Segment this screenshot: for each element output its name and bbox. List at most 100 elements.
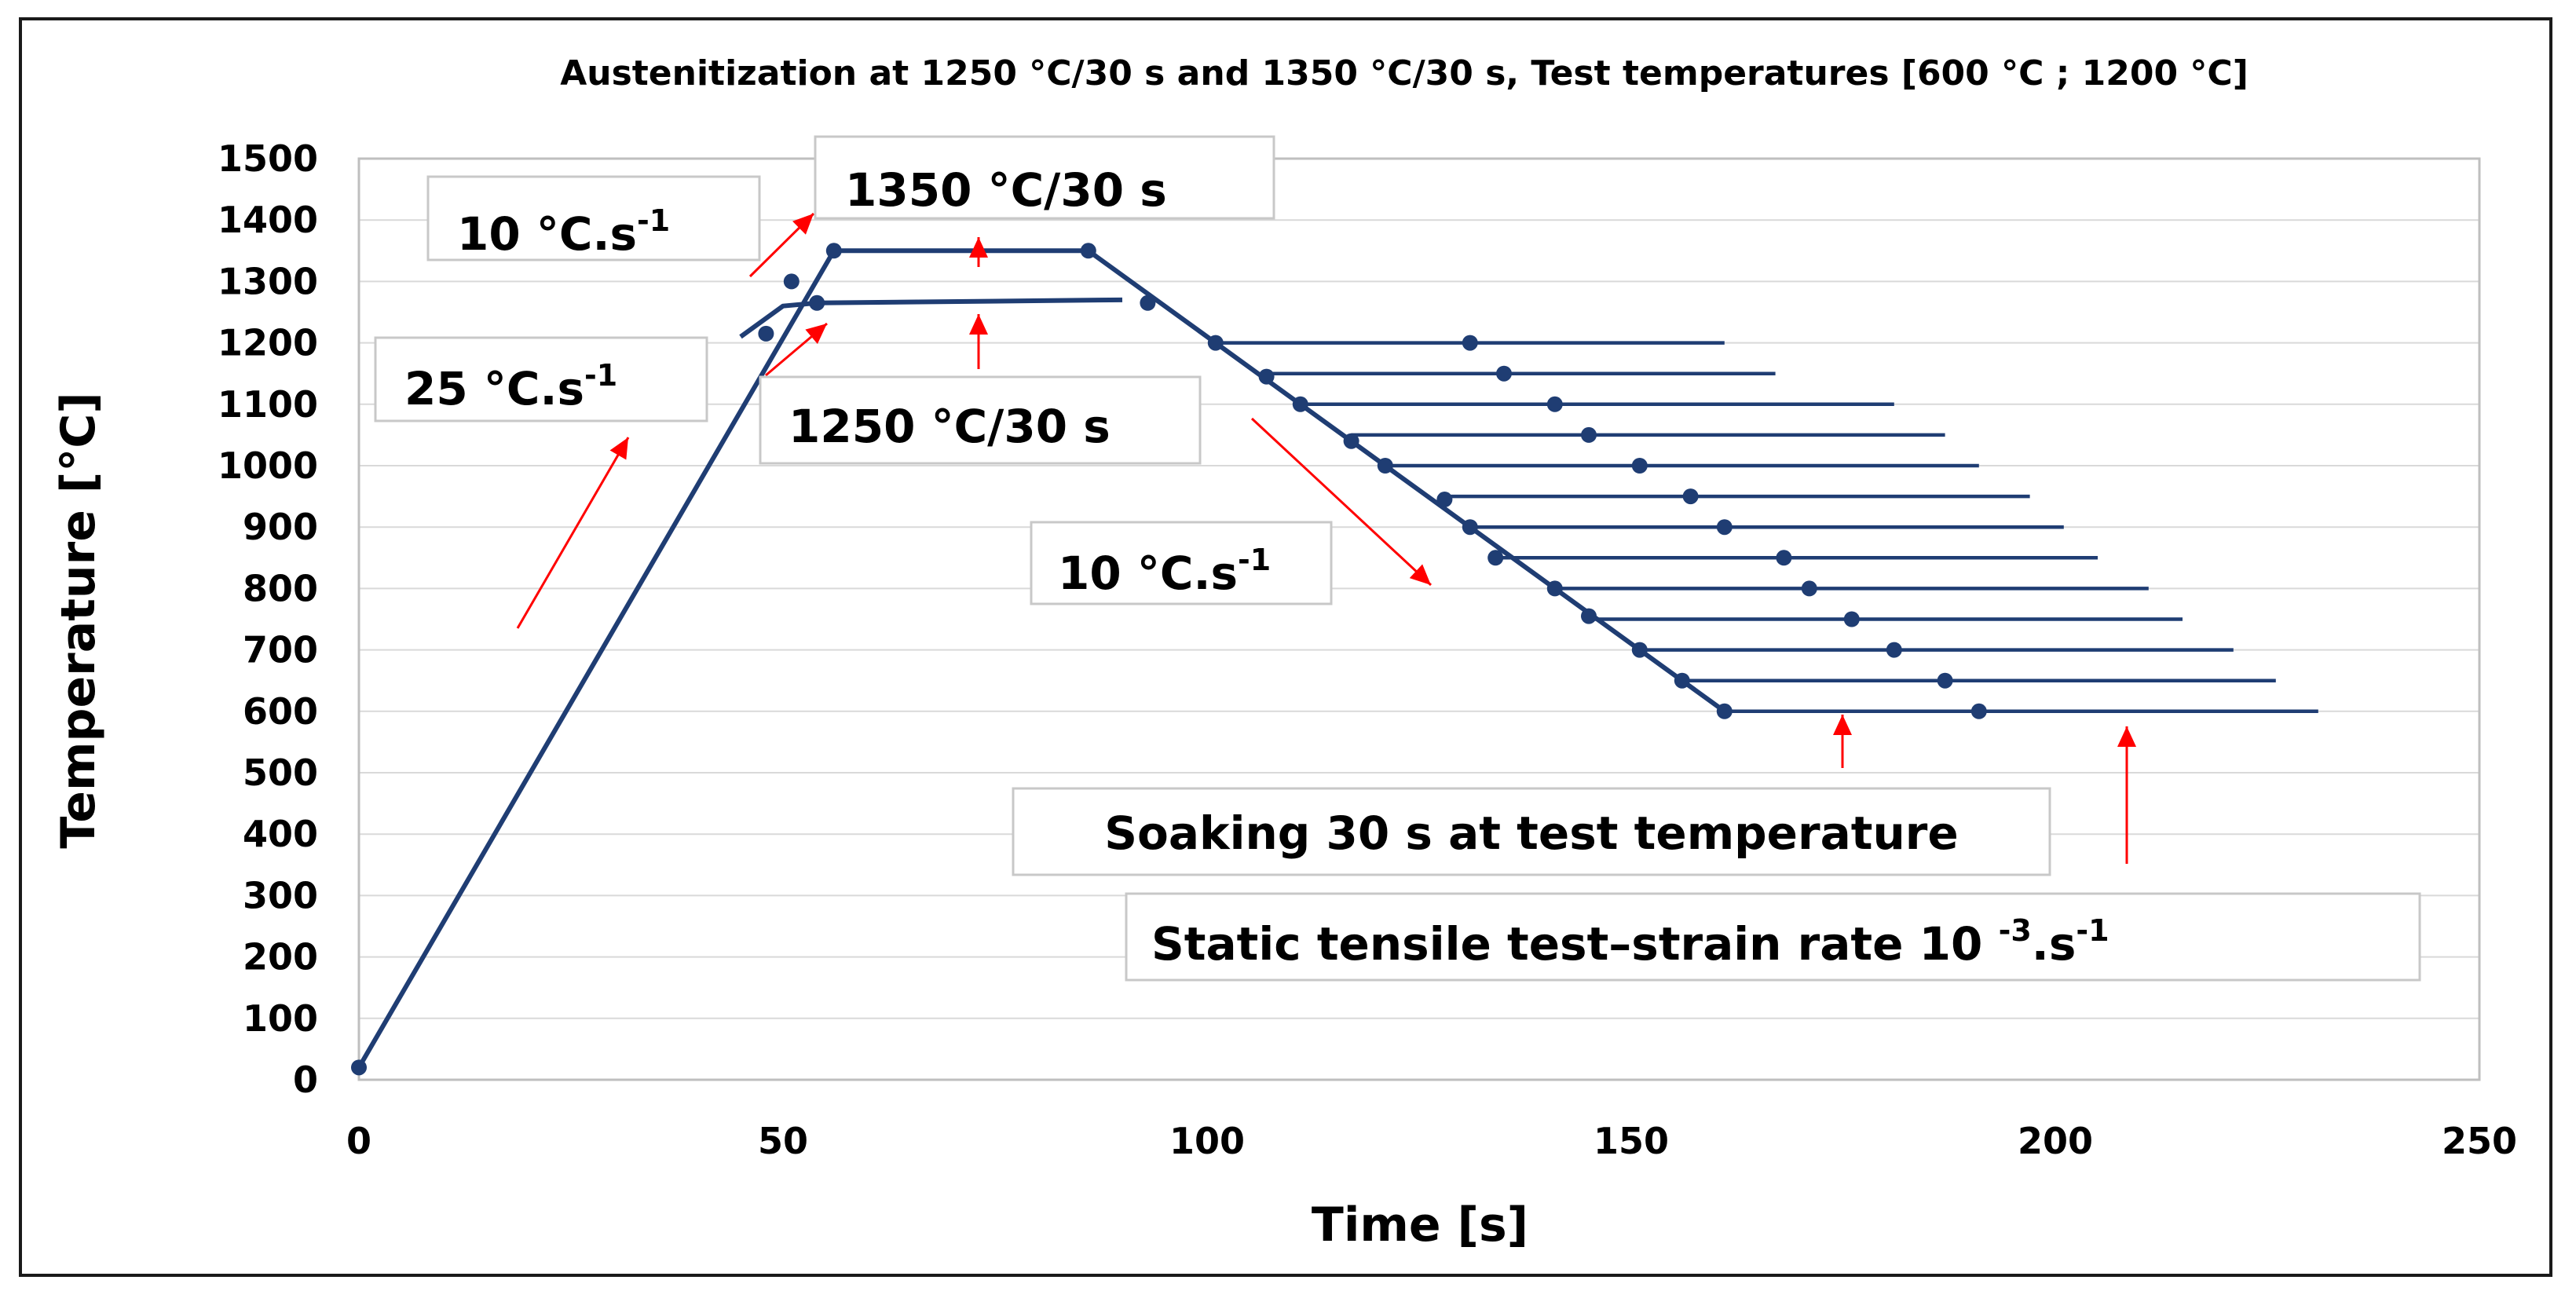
arrow-soaking: [1833, 715, 1852, 768]
arrow-soaking-head: [1833, 715, 1852, 735]
series-line-1: [357, 248, 1726, 1069]
series-1-point-4: [1140, 294, 1156, 311]
arrow-cooling-10: [1250, 417, 1433, 587]
series-1-point-1: [783, 273, 800, 290]
series-1-point-13: [1546, 580, 1563, 597]
hold-marker-650: [1937, 672, 1953, 689]
y-tick-1400: 1400: [218, 199, 318, 241]
hold-marker-1100: [1546, 396, 1563, 412]
series-line-2: [739, 297, 1123, 339]
chart-title: Austenitization at 1250 °C/30 s and 1350…: [560, 53, 2249, 93]
x-tick-200: 200: [2018, 1120, 2093, 1162]
annotation-rate-heat-25-exp: -1: [584, 358, 617, 393]
series-lines: [357, 248, 2318, 1069]
svg-text:10 °C.s-1: 10 °C.s-1: [1058, 543, 1271, 600]
y-tick-0: 0: [293, 1059, 318, 1101]
annotation-arrows: [516, 212, 2136, 864]
annotation-tensile-exp: -3: [1999, 913, 2032, 948]
arrow-to-1250-line: [765, 322, 828, 377]
annotation-rate-cool-10-exp: -1: [1238, 543, 1271, 577]
hold-marker-1150: [1496, 365, 1512, 382]
svg-text:10 °C.s-1: 10 °C.s-1: [457, 203, 670, 261]
series-1-point-17: [1716, 703, 1733, 719]
y-tick-900: 900: [243, 506, 318, 548]
hold-marker-1000: [1631, 458, 1648, 474]
y-tick-800: 800: [243, 567, 318, 609]
hold-marker-1200: [1462, 335, 1478, 351]
y-tick-400: 400: [243, 813, 318, 855]
series-1-point-15: [1631, 642, 1648, 658]
series-1-point-11: [1462, 519, 1478, 536]
series-1-point-12: [1487, 550, 1504, 566]
arrow-heating-10: [748, 212, 815, 278]
annotation-rate-cool-10-text: 10 °C.s: [1058, 547, 1238, 600]
x-tick-0: 0: [346, 1120, 371, 1162]
x-tick-labels: 0 50 100 150 200 250: [346, 1120, 2517, 1162]
arrow-up-to-1250: [969, 314, 988, 369]
y-tick-600: 600: [243, 690, 318, 733]
series-2-point-0: [758, 325, 774, 342]
arrow-down-to-1350-head: [969, 237, 988, 258]
arrow-heating-10-head: [792, 214, 814, 235]
x-axis-title: Time [s]: [1312, 1198, 1528, 1253]
series-1-point-6: [1258, 368, 1275, 385]
annotation-rate-heat-25-text: 25 °C.s: [404, 362, 584, 415]
x-tick-100: 100: [1169, 1120, 1245, 1162]
arrow-heating-25-shaft: [516, 437, 630, 629]
hold-marker-700: [1886, 642, 1902, 658]
annotation-hold-1350-text: 1350 °C/30 s: [845, 163, 1167, 217]
series-1-point-5: [1207, 335, 1224, 351]
arrow-cooling-10-shaft: [1250, 417, 1433, 587]
arrow-heating-25: [516, 437, 630, 629]
svg-text:Static tensile test–strain rat: Static tensile test–strain rate 10 -3.s-…: [1151, 913, 2109, 971]
series-1-point-2: [825, 243, 842, 259]
arrow-tensile-head: [2117, 726, 2136, 747]
y-tick-300: 300: [243, 874, 318, 916]
y-tick-200: 200: [243, 936, 318, 978]
arrow-tensile: [2117, 726, 2136, 864]
annotation-tensile-exp2: -1: [2076, 913, 2109, 948]
annotation-soaking-text: Soaking 30 s at test temperature: [1104, 806, 1958, 860]
annotation-tensile: Static tensile test–strain rate 10 -3.s-…: [1125, 892, 2421, 982]
series-1-point-16: [1674, 672, 1690, 689]
annotation-rate-heat-10-exp: -1: [637, 203, 670, 238]
series-markers: [351, 243, 1987, 1076]
arrow-cooling-10-head: [1409, 564, 1431, 585]
x-tick-150: 150: [1594, 1120, 1669, 1162]
svg-text:25 °C.s-1: 25 °C.s-1: [404, 358, 617, 415]
hold-marker-850: [1776, 550, 1792, 566]
y-tick-700: 700: [243, 629, 318, 671]
annotation-tensile-text2: .s: [2032, 917, 2077, 971]
hold-marker-1050: [1581, 426, 1597, 443]
annotation-rate-heat-25: 25 °C.s-1: [374, 336, 708, 422]
arrow-to-1250-line-head: [805, 324, 827, 344]
annotation-hold-1350: 1350 °C/30 s: [814, 135, 1275, 220]
series-2-point-1: [809, 294, 825, 311]
annotation-rate-cool-10: 10 °C.s-1: [1030, 521, 1333, 605]
annotation-tensile-text: Static tensile test–strain rate 10: [1151, 917, 1999, 971]
y-tick-1200: 1200: [218, 322, 318, 364]
hold-marker-900: [1716, 519, 1733, 536]
annotation-hold-1250-text: 1250 °C/30 s: [789, 400, 1111, 453]
figure-border: [19, 17, 2552, 1277]
y-tick-labels: 0 100 200 300 400 500 600 700 800 900 1000 1100 1200…: [218, 137, 318, 1101]
y-tick-500: 500: [243, 752, 318, 794]
y-tick-1000: 1000: [218, 444, 318, 487]
plot-area: [357, 157, 2481, 1081]
annotation-soaking: Soaking 30 s at test temperature: [1012, 787, 2051, 876]
series-1-point-14: [1581, 608, 1597, 624]
x-tick-50: 50: [758, 1120, 808, 1162]
y-tick-1100: 1100: [218, 383, 318, 426]
y-tick-100: 100: [243, 997, 318, 1040]
y-tick-1300: 1300: [218, 260, 318, 302]
x-tick-250: 250: [2442, 1120, 2517, 1162]
hold-marker-800: [1801, 580, 1817, 597]
series-1-point-9: [1377, 458, 1393, 474]
series-1-point-7: [1292, 396, 1308, 412]
y-tick-1500: 1500: [218, 137, 318, 180]
hold-marker-600: [1970, 703, 1987, 719]
series-1-point-0: [351, 1059, 367, 1076]
series-1-point-3: [1080, 243, 1096, 259]
